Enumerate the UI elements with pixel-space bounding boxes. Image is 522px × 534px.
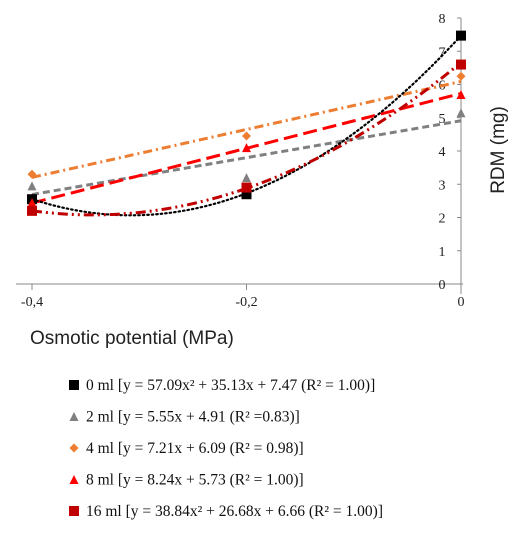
legend-label: 4 ml [y = 7.21x + 6.09 (R² = 0.98)] [86, 440, 304, 457]
y-tick-label: 3 [439, 178, 446, 193]
trendline-series-1 [30, 34, 463, 217]
data-point-series-4 [242, 143, 251, 153]
y-tick-label: 5 [439, 112, 446, 127]
data-point-series-5 [241, 182, 252, 193]
data-point-series-4 [456, 89, 466, 99]
y-tick-label: 0 [439, 278, 446, 293]
y-tick-label: 4 [439, 145, 446, 160]
legend-marker [69, 443, 79, 453]
legend-marker [69, 475, 79, 484]
data-point-series-5 [456, 59, 466, 70]
data-point-series-4 [27, 198, 37, 208]
y-tick-label: 1 [439, 245, 446, 260]
data-point-series-5 [27, 205, 37, 216]
legend-item: 16 ml [y = 38.84x² + 26.68x + 6.66 (R² =… [69, 503, 383, 520]
legend-label: 2 ml [y = 5.55x + 4.91 (R² =0.83)] [86, 409, 300, 426]
y-axis-title: RDM (mg) [488, 106, 509, 194]
y-tick-label: 8 [439, 12, 446, 27]
x-tick-label: -0,4 [21, 295, 43, 310]
data-point-series-3 [456, 71, 466, 81]
data-point-series-3 [27, 169, 37, 179]
x-ticks: -0,4 -0,2 0 [21, 284, 465, 310]
legend-item: 0 ml [y = 57.09x² + 35.13x + 7.47 (R² = … [69, 377, 375, 394]
legend-marker [69, 506, 79, 516]
legend-item: 8 ml [y = 8.24x + 5.73 (R² = 1.00)] [69, 472, 304, 489]
data-point-series-1 [456, 30, 466, 41]
data-point-series-2 [27, 181, 37, 191]
legend-marker [69, 380, 79, 390]
x-tick-label: -0,2 [235, 295, 257, 310]
data-point-series-3 [242, 131, 251, 141]
markers [27, 30, 466, 216]
legend-label: 8 ml [y = 8.24x + 5.73 (R² = 1.00)] [86, 472, 304, 489]
x-tick-label: 0 [458, 295, 465, 310]
legend-item: 4 ml [y = 7.21x + 6.09 (R² = 0.98)] [69, 440, 304, 457]
legend-label: 0 ml [y = 57.09x² + 35.13x + 7.47 (R² = … [86, 377, 375, 394]
trendline-series-3 [31, 80, 462, 179]
y-tick-label: 2 [439, 212, 446, 227]
data-point-series-2 [242, 173, 251, 183]
legend-marker [69, 412, 79, 421]
legend: 0 ml [y = 57.09x² + 35.13x + 7.47 (R² = … [69, 377, 383, 520]
trendline-series-2 [31, 119, 462, 197]
legend-item: 2 ml [y = 5.55x + 4.91 (R² =0.83)] [69, 409, 300, 426]
x-axis-title: Osmotic potential (MPa) [30, 328, 234, 349]
data-point-series-2 [456, 108, 466, 118]
y-tick-label: 7 [439, 45, 446, 60]
data-point-series-1 [241, 189, 252, 200]
legend-label: 16 ml [y = 38.84x² + 26.68x + 6.66 (R² =… [86, 503, 383, 520]
